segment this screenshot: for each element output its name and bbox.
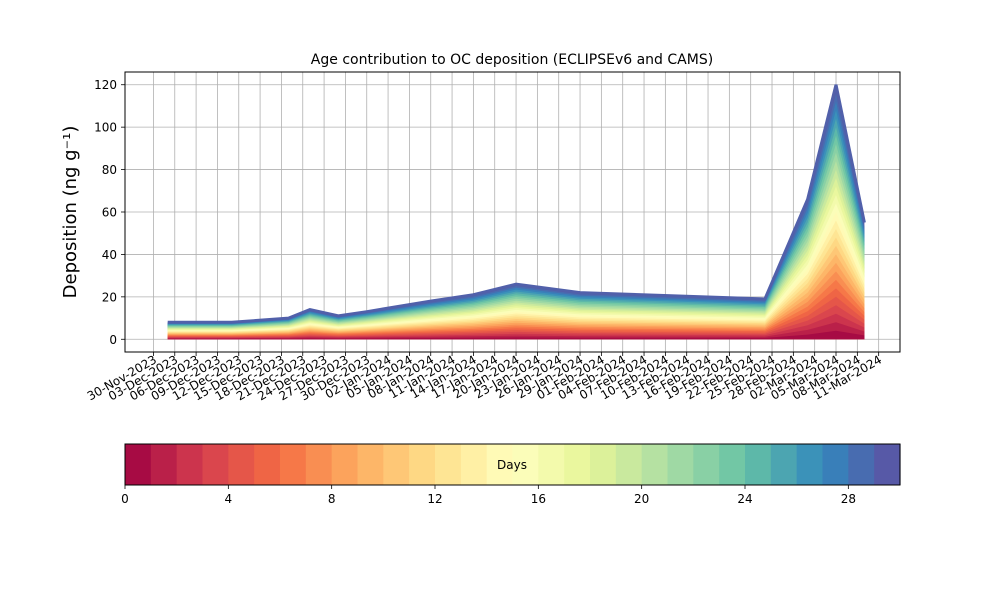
colorbar-cell: [409, 444, 436, 485]
colorbar-cell: [305, 444, 333, 485]
colorbar-cell: [435, 444, 462, 485]
y-tick-label: 120: [94, 78, 117, 92]
colorbar-cell: [357, 444, 384, 485]
colorbar-cell: [228, 444, 255, 485]
y-tick-label: 0: [109, 333, 117, 347]
colorbar-cell: [693, 444, 720, 485]
colorbar-cell: [874, 444, 901, 485]
colorbar-cell: [176, 444, 204, 485]
colorbar-cell: [564, 444, 591, 485]
colorbar-cell: [770, 444, 798, 485]
total-outline: [167, 84, 866, 324]
colorbar-cell: [745, 444, 772, 485]
colorbar-cell: [615, 444, 643, 485]
colorbar-tick-label: 4: [225, 492, 233, 506]
y-tick-label: 60: [102, 206, 117, 220]
colorbar-cell: [254, 444, 281, 485]
plot-area: 02040608010012030-Nov-202303-Dec-202306-…: [85, 71, 901, 403]
y-tick-label: 100: [94, 121, 117, 135]
colorbar-cell: [202, 444, 229, 485]
colorbar-tick-label: 0: [121, 492, 129, 506]
colorbar-tick-label: 20: [634, 492, 649, 506]
colorbar-label: Days: [497, 458, 527, 472]
y-axis-label: Deposition (ng g⁻¹): [60, 126, 81, 299]
colorbar-cell: [512, 444, 539, 485]
colorbar-cell: [460, 444, 488, 485]
colorbar-cell: [331, 444, 359, 485]
y-tick-label: 20: [102, 290, 117, 304]
colorbar-cell: [822, 444, 849, 485]
colorbar-cell: [848, 444, 875, 485]
colorbar: 0 4 8 12 16 20 24 28: [121, 443, 901, 506]
colorbar-cell: [383, 444, 410, 485]
age-bands: [167, 84, 865, 340]
colorbar-cell: [280, 444, 307, 485]
colorbar-cell: [150, 444, 178, 485]
colorbar-tick-label: 28: [841, 492, 856, 506]
colorbar-tick-label: 24: [737, 492, 752, 506]
colorbar-tick-label: 16: [531, 492, 546, 506]
colorbar-cell: [486, 444, 514, 485]
chart-title: Age contribution to OC deposition (ECLIP…: [311, 52, 713, 68]
colorbar-cell: [125, 444, 152, 485]
colorbar-cell: [667, 444, 694, 485]
colorbar-tick-label: 8: [328, 492, 336, 506]
colorbar-cell: [796, 444, 824, 485]
colorbar-cell: [641, 444, 669, 485]
colorbar-cell: [590, 444, 617, 485]
y-tick-label: 80: [102, 163, 117, 177]
colorbar-cell: [538, 444, 565, 485]
colorbar-cell: [719, 444, 746, 485]
colorbar-tick-label: 12: [427, 492, 442, 506]
y-tick-label: 40: [102, 248, 117, 262]
axes-frame: [124, 71, 901, 353]
colorbar-frame: [124, 443, 901, 486]
age-band-0: [167, 330, 865, 340]
